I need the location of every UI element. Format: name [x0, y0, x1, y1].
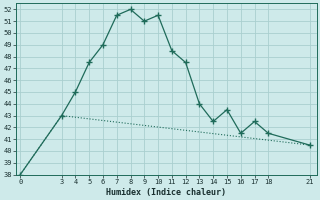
X-axis label: Humidex (Indice chaleur): Humidex (Indice chaleur): [106, 188, 226, 197]
